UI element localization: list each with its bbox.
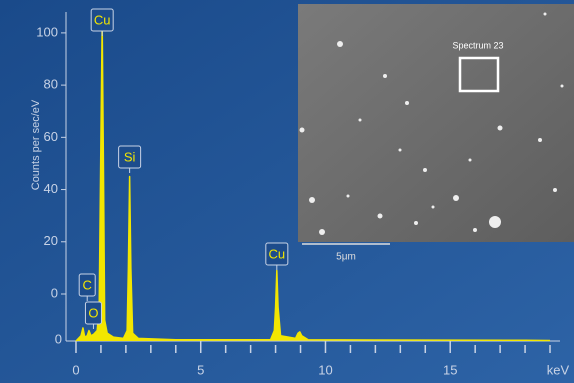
y-tick-label: 40 — [44, 181, 58, 196]
x-tick-label: 5 — [197, 362, 204, 377]
peak-label: Cu — [94, 12, 111, 27]
y-tick-label: 0 — [55, 331, 62, 346]
sem-inset: Spectrum 23 5μm — [298, 4, 574, 263]
y-tick-label: 60 — [44, 129, 58, 144]
peak-label: C — [83, 277, 92, 292]
y-tick-label: 80 — [44, 77, 58, 92]
y-tick-label: 0 — [51, 285, 58, 300]
chart: Spectrum 23 5μm Counts per sec/eV 0 keV … — [0, 0, 574, 383]
y-tick-label: 20 — [44, 233, 58, 248]
peak-label: O — [88, 305, 98, 320]
x-tick-label: 10 — [318, 362, 332, 377]
region-label: Spectrum 23 — [452, 40, 503, 50]
y-tick-label: 100 — [36, 24, 58, 39]
peak-label: Si — [124, 149, 136, 164]
x-tick-label: 15 — [443, 362, 457, 377]
sem-image — [298, 4, 574, 242]
peak-label: Cu — [269, 246, 286, 261]
x-unit-label: keV — [547, 362, 570, 377]
scale-bar-label: 5μm — [336, 252, 356, 263]
x-tick-label: 0 — [72, 362, 79, 377]
y-axis-label: Counts per sec/eV — [30, 99, 42, 190]
